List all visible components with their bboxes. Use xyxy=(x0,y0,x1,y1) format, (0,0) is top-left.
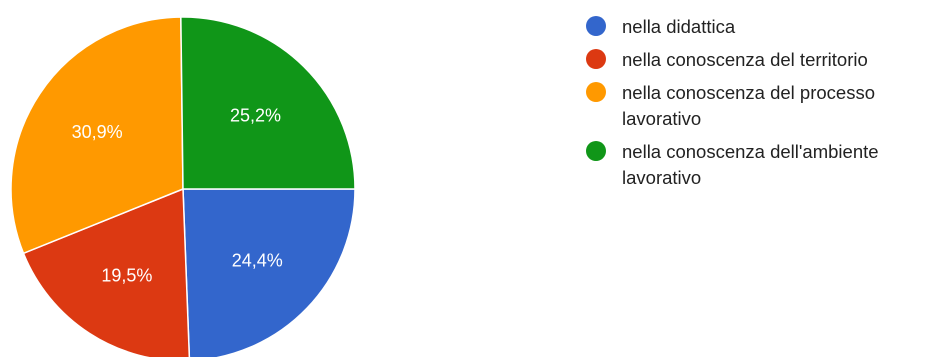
legend-swatch-processo-lavorativo xyxy=(586,82,606,102)
legend-label-processo-lavorativo: nella conoscenza del processo lavorativo xyxy=(622,82,875,129)
legend: nella didattica nella conoscenza del ter… xyxy=(586,14,942,198)
pie-slice-ambiente-lavorativo[interactable] xyxy=(180,16,356,190)
legend-swatch-didattica xyxy=(586,16,606,36)
pie-slice-didattica[interactable] xyxy=(182,188,356,362)
data-label-didattica: 24,4% xyxy=(232,251,283,271)
pie-chart: 24,4% 19,5% 30,9% 25,2% xyxy=(10,16,356,362)
pie-chart-area: 24,4% 19,5% 30,9% 25,2% xyxy=(10,16,356,362)
legend-item-territorio[interactable]: nella conoscenza del territorio xyxy=(586,47,942,73)
data-label-processo-lavorativo: 30,9% xyxy=(72,122,123,142)
legend-item-ambiente-lavorativo[interactable]: nella conoscenza dell'ambiente lavorativ… xyxy=(586,139,942,191)
legend-swatch-ambiente-lavorativo xyxy=(586,141,606,161)
pie-slice-processo-lavorativo[interactable] xyxy=(10,16,184,255)
legend-label-territorio: nella conoscenza del territorio xyxy=(622,49,868,70)
data-label-ambiente-lavorativo: 25,2% xyxy=(230,106,281,126)
legend-item-didattica[interactable]: nella didattica xyxy=(586,14,942,40)
data-label-territorio: 19,5% xyxy=(101,266,152,286)
legend-item-processo-lavorativo[interactable]: nella conoscenza del processo lavorativo xyxy=(586,80,942,132)
legend-swatch-territorio xyxy=(586,49,606,69)
legend-label-ambiente-lavorativo: nella conoscenza dell'ambiente lavorativ… xyxy=(622,141,879,188)
legend-label-didattica: nella didattica xyxy=(622,16,736,37)
